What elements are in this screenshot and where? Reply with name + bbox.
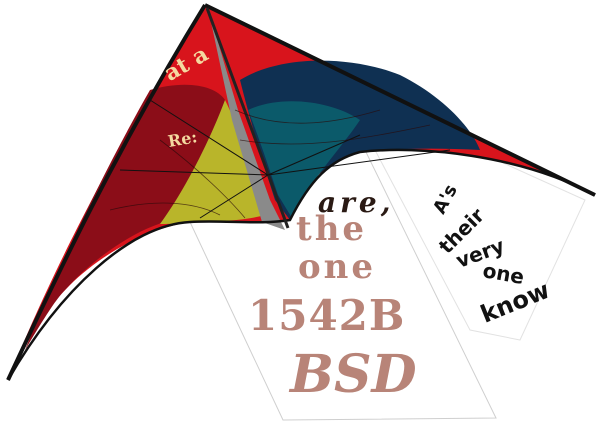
- kite-spine-rod: [205, 7, 290, 229]
- kite-seams: [109, 109, 431, 219]
- center-line-5: BSD: [288, 344, 417, 405]
- kite-leading-edge-right: [204, 3, 596, 197]
- center-line-2: the: [296, 209, 367, 249]
- center-line-3: one: [298, 247, 376, 287]
- center-line-1: are,: [318, 186, 394, 219]
- kite-leading-edge-left: [6, 3, 207, 381]
- sail-text-left: Re:: [166, 127, 198, 151]
- kite-trailing-edge: [6, 148, 596, 381]
- kite-sail: at a Re:: [6, 3, 596, 381]
- center-line-4: 1542B: [248, 291, 405, 340]
- center-banner-text: are, the one 1542B BSD: [248, 186, 417, 405]
